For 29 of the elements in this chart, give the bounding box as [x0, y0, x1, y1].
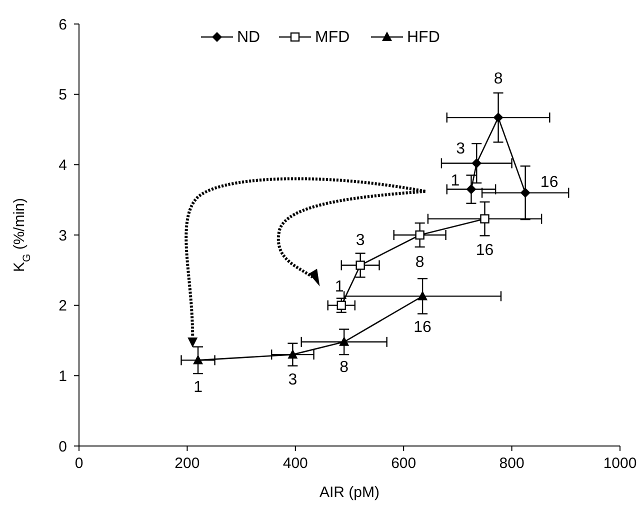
annotation: 3 — [356, 232, 365, 250]
x-tick-label: 400 — [282, 455, 308, 472]
annotation: 3 — [288, 372, 298, 389]
x-tick-label: 800 — [499, 455, 524, 472]
annotation: 16 — [476, 242, 494, 259]
annotation: 8 — [415, 254, 424, 271]
annotation: 3 — [456, 140, 466, 158]
y-tick-label: 1 — [58, 368, 67, 385]
annotation: 1 — [450, 172, 460, 190]
y-tick-label: 5 — [58, 86, 67, 104]
legend-label: MFD — [315, 29, 350, 46]
y-tick-label: 4 — [58, 156, 67, 174]
y-tick-label: 2 — [58, 298, 67, 315]
x-tick-label: 0 — [74, 455, 84, 472]
legend-label: ND — [237, 29, 260, 46]
annotation: 8 — [340, 358, 349, 376]
annotation: 16 — [540, 174, 558, 191]
annotation: 1 — [334, 278, 344, 296]
y-tick-label: 6 — [58, 16, 67, 34]
annotation: 8 — [494, 70, 503, 88]
x-axis-title: AIR (pM) — [320, 484, 380, 501]
y-tick-label: 3 — [58, 227, 67, 244]
legend-label: HFD — [407, 29, 440, 46]
x-tick-label: 600 — [391, 455, 416, 472]
annotation: 16 — [414, 319, 432, 336]
annotation: 1 — [194, 379, 203, 396]
x-tick-label: 200 — [174, 455, 200, 472]
x-tick-label: 1000 — [603, 455, 637, 472]
y-tick-label: 0 — [58, 438, 67, 456]
